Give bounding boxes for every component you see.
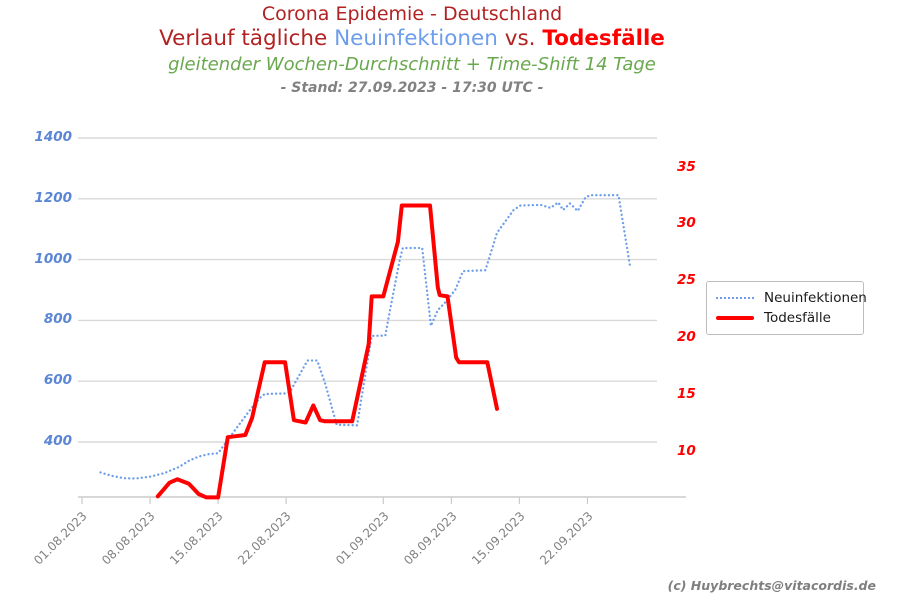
attribution-text: (c) Huybrechts@vitacordis.de xyxy=(667,578,876,593)
series-line-todesfaelle xyxy=(155,203,499,500)
title-part-todesfaelle: Todesfälle xyxy=(542,26,665,51)
legend-label: Todesfälle xyxy=(764,310,831,326)
chart-subtitle: gleitender Wochen-Durchschnitt + Time-Sh… xyxy=(168,54,656,75)
legend-box: Neuinfektionen Todesfälle xyxy=(706,281,867,335)
legend-item-todesfaelle: Todesfälle xyxy=(707,310,863,326)
legend-dotted-line-swatch xyxy=(716,297,754,299)
series-line-neuinfektionen xyxy=(99,194,632,480)
chart-title-line1: Corona Epidemie - Deutschland xyxy=(261,3,563,25)
title-part-neuinfektionen: Neuinfektionen xyxy=(334,26,498,51)
title-part-vs: vs. xyxy=(497,26,543,51)
chart-stand-line: - Stand: 27.09.2023 - 17:30 UTC - xyxy=(280,80,544,96)
legend-label: Neuinfektionen xyxy=(764,290,867,306)
legend-solid-line-swatch xyxy=(716,316,754,320)
chart-title-line2: Verlauf tägliche Neuinfektionen vs. Tode… xyxy=(0,26,824,52)
title-part-verlauf: Verlauf tägliche xyxy=(159,26,335,51)
legend-item-neuinfektionen: Neuinfektionen xyxy=(707,290,867,306)
title-block: Corona Epidemie - Deutschland Verlauf tä… xyxy=(0,3,824,97)
